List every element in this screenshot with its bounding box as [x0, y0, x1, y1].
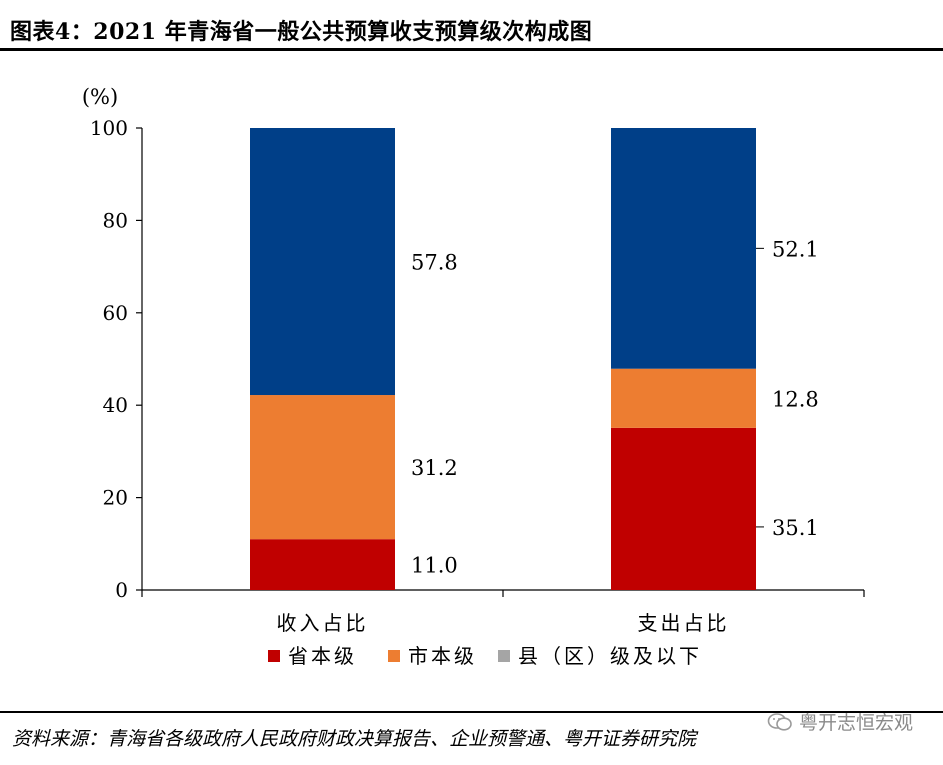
y-tick-label: 60: [103, 301, 128, 325]
data-label: 31.2: [411, 456, 458, 480]
legend-swatch-3: [498, 650, 510, 662]
bar-segment-expense-2: [611, 368, 756, 428]
bar-segment-income-2: [250, 395, 395, 540]
data-label: 35.1: [772, 516, 819, 540]
source-note: 资料来源：青海省各级政府人民政府财政决算报告、企业预警通、粤开证券研究院: [12, 728, 697, 750]
data-label: 12.8: [772, 387, 819, 411]
legend-label-3: 县（区）级及以下: [518, 644, 702, 668]
bar-segment-expense-3: [611, 128, 756, 369]
legend-label-2: 市本级: [408, 644, 477, 668]
y-tick-label: 0: [115, 578, 128, 602]
legend-label-1: 省本级: [288, 644, 357, 668]
x-category-label: 收入占比: [277, 611, 369, 635]
watermark: 粤开志恒宏观: [767, 708, 913, 735]
y-axis-unit: (%): [82, 85, 118, 109]
legend-swatch-2: [388, 650, 400, 662]
chart-title: 图表4：2021 年青海省一般公共预算收支预算级次构成图: [10, 19, 593, 45]
y-tick-label: 80: [103, 208, 128, 232]
data-label: 57.8: [411, 251, 458, 275]
x-category-label: 支出占比: [638, 611, 730, 635]
y-tick-label: 20: [103, 486, 128, 510]
watermark-text: 粤开志恒宏观: [798, 712, 913, 734]
stacked-bar-chart: (%) 0 20 40 60 80 100 11.0 31.2 57.8 收入占比 35.1 12.8 5…: [82, 85, 865, 668]
wechat-icon: [767, 712, 792, 731]
data-label: 11.0: [411, 554, 458, 578]
y-tick-label: 40: [103, 393, 128, 417]
source-rule: [0, 711, 943, 713]
bar-segment-expense-1: [611, 427, 756, 590]
title-rule: [0, 48, 943, 51]
bar-segment-income-1: [250, 539, 395, 590]
legend-swatch-1: [268, 650, 280, 662]
bar-segment-income-3: [250, 128, 395, 396]
data-label: 52.1: [772, 237, 819, 261]
y-tick-label: 100: [90, 116, 128, 140]
